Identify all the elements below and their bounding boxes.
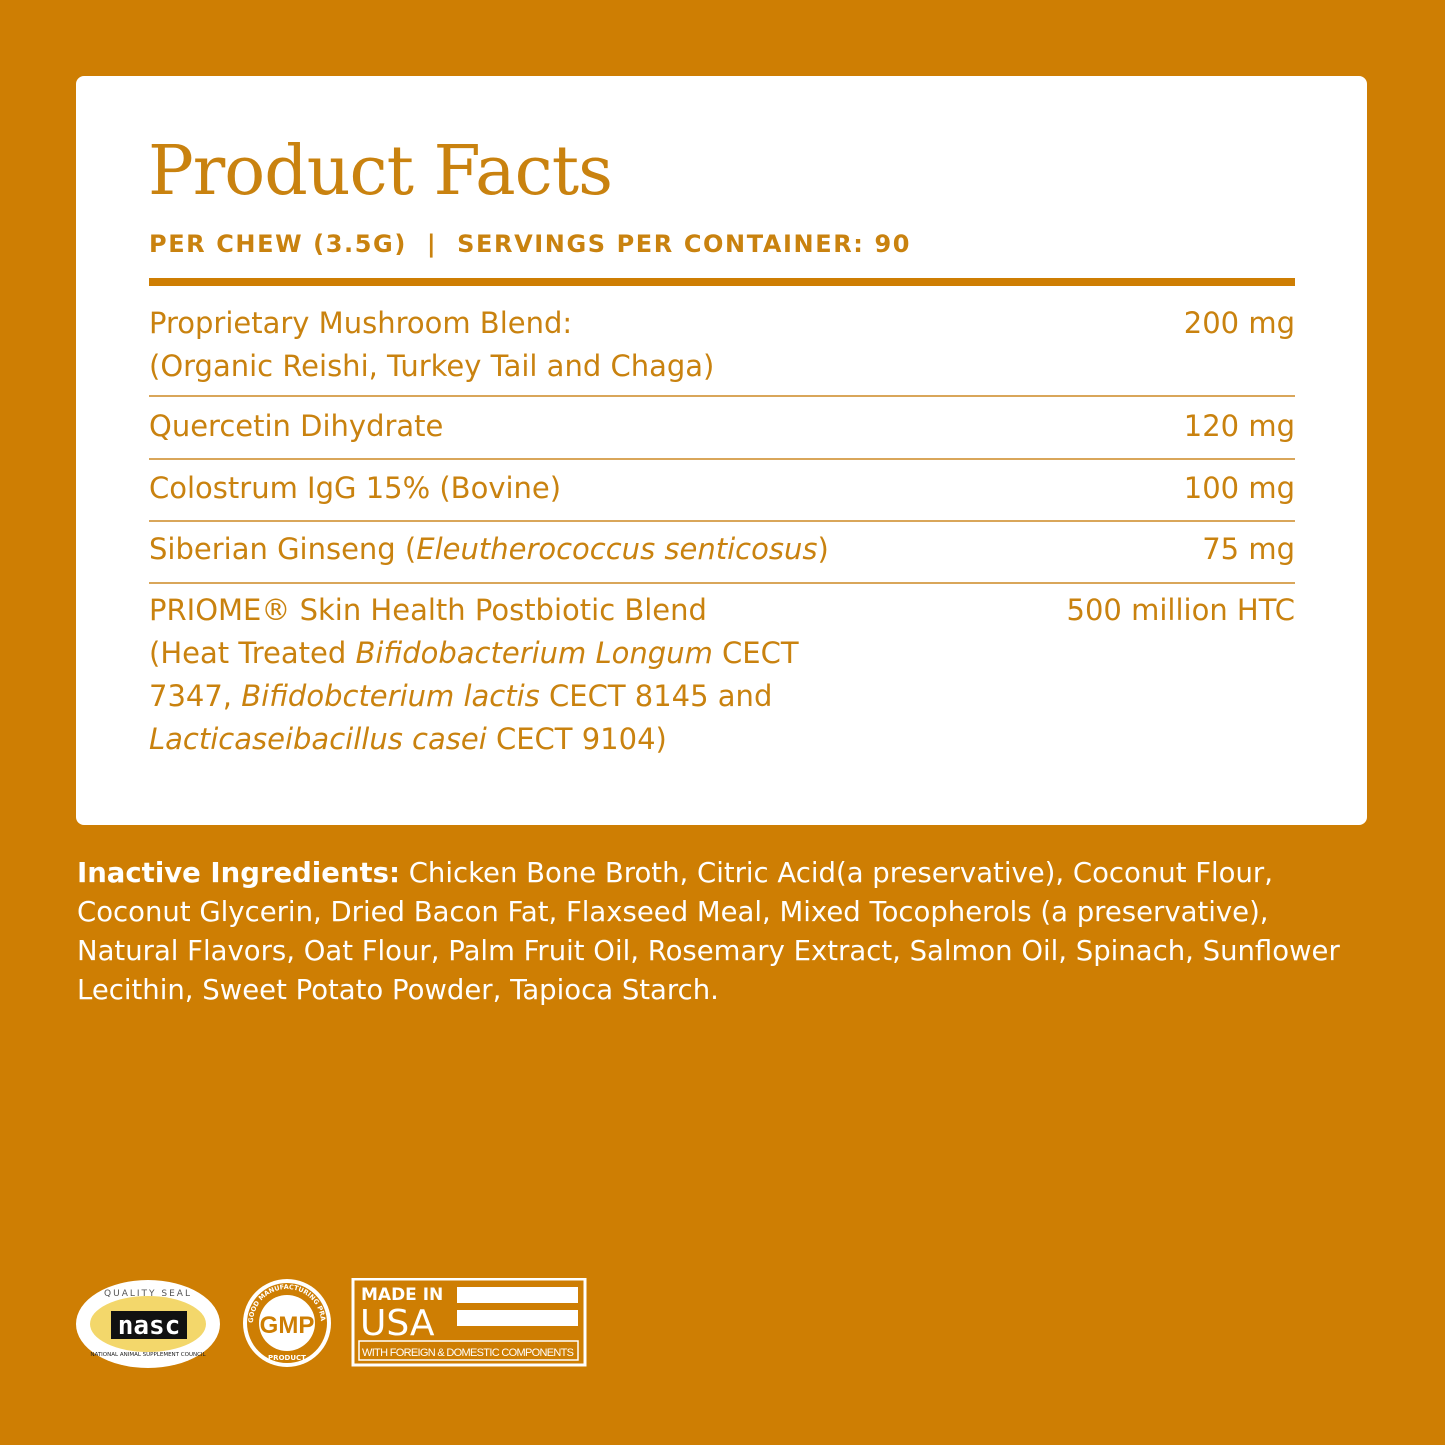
- fact-row: Siberian Ginseng (Eleutherococcus sentic…: [149, 528, 1295, 590]
- ingredient-line: Lacticaseibacillus casei CECT 9104): [149, 718, 799, 761]
- serving-info: PER CHEW (3.5G) | SERVINGS PER CONTAINER…: [149, 230, 911, 258]
- ingredient-name: Colostrum IgG 15% (Bovine): [149, 471, 562, 505]
- latin-name: Lacticaseibacillus casei: [149, 722, 487, 756]
- text-segment: CECT 8145 and: [539, 679, 773, 713]
- divider: [149, 582, 1295, 584]
- divider: [149, 520, 1295, 522]
- latin-name: Eleutherococcus senticosus: [416, 532, 818, 566]
- badges-graphic: QUALITY SEAL nasc NATIONAL ANIMAL SUPPLE…: [74, 1272, 587, 1368]
- ingredient-name: Siberian Ginseng (Eleutherococcus sentic…: [149, 528, 829, 571]
- ingredient-name: Proprietary Mushroom Blend: (Organic Rei…: [149, 302, 714, 388]
- inactive-list: Chicken Bone Broth, Citric Acid(a preser…: [77, 857, 1340, 1006]
- thick-divider: [149, 278, 1295, 286]
- usa-line1: MADE IN: [361, 1285, 443, 1305]
- fact-row: PRIOME® Skin Health Postbiotic Blend (He…: [149, 589, 1295, 769]
- inactive-label: Inactive Ingredients:: [77, 857, 400, 889]
- ingredient-line: Proprietary Mushroom Blend:: [149, 306, 573, 340]
- ingredient-line: (Organic Reishi, Turkey Tail and Chaga): [149, 349, 715, 383]
- product-facts-panel: Product Facts PER CHEW (3.5G) | SERVINGS…: [76, 76, 1367, 825]
- gmp-text: GMP: [260, 1312, 315, 1339]
- ingredient-line: PRIOME® Skin Health Postbiotic Blend: [149, 593, 707, 627]
- text-segment: CECT 9104): [486, 722, 667, 756]
- text-segment: Siberian Ginseng (: [149, 532, 417, 566]
- text-segment: (Heat Treated: [149, 636, 356, 670]
- separator: |: [426, 230, 438, 258]
- ingredient-amount: 500 million HTC: [1066, 593, 1295, 627]
- nasc-logo-text: nasc: [118, 1311, 181, 1341]
- gmp-bottom-text: PRODUCT: [268, 1354, 306, 1362]
- made-in-usa-badge-icon: MADE IN USA WITH FOREIGN & DOMESTIC COMP…: [351, 1277, 587, 1367]
- ingredient-name: Quercetin Dihydrate: [149, 409, 444, 443]
- ingredient-line: (Heat Treated Bifidobacterium Longum CEC…: [149, 632, 799, 675]
- nasc-seal-icon: QUALITY SEAL nasc NATIONAL ANIMAL SUPPLE…: [76, 1280, 220, 1368]
- divider: [149, 458, 1295, 460]
- fact-row: Colostrum IgG 15% (Bovine) 100 mg: [149, 467, 1295, 529]
- fact-row: Proprietary Mushroom Blend: (Organic Rei…: [149, 302, 1295, 402]
- ingredient-amount: 120 mg: [1183, 409, 1295, 443]
- usa-line2: USA: [360, 1303, 435, 1344]
- usa-footer: WITH FOREIGN & DOMESTIC COMPONENTS: [362, 1347, 574, 1359]
- serving-size: PER CHEW (3.5G): [149, 230, 407, 258]
- certification-badges: QUALITY SEAL nasc NATIONAL ANIMAL SUPPLE…: [74, 1272, 596, 1374]
- text-segment: ): [817, 532, 829, 566]
- ingredient-amount: 75 mg: [1202, 532, 1295, 566]
- nasc-top-text: QUALITY SEAL: [104, 1289, 192, 1299]
- inactive-ingredients: Inactive Ingredients: Chicken Bone Broth…: [77, 854, 1347, 1010]
- ingredient-line: 7347, Bifidobcterium lactis CECT 8145 an…: [149, 675, 799, 718]
- text-segment: 7347,: [149, 679, 242, 713]
- text-segment: CECT: [712, 636, 799, 670]
- page-title: Product Facts: [148, 132, 613, 211]
- ingredient-name: PRIOME® Skin Health Postbiotic Blend (He…: [149, 589, 799, 761]
- nasc-bottom-text: NATIONAL ANIMAL SUPPLEMENT COUNCIL: [90, 1352, 206, 1358]
- latin-name: Bifidobcterium lactis: [241, 679, 540, 713]
- ingredient-amount: 100 mg: [1183, 471, 1295, 505]
- servings-per-container: SERVINGS PER CONTAINER: 90: [457, 230, 912, 258]
- fact-row: Quercetin Dihydrate 120 mg: [149, 405, 1295, 467]
- latin-name: Bifidobacterium Longum: [355, 636, 713, 670]
- ingredient-amount: 200 mg: [1183, 306, 1295, 340]
- divider: [149, 395, 1295, 397]
